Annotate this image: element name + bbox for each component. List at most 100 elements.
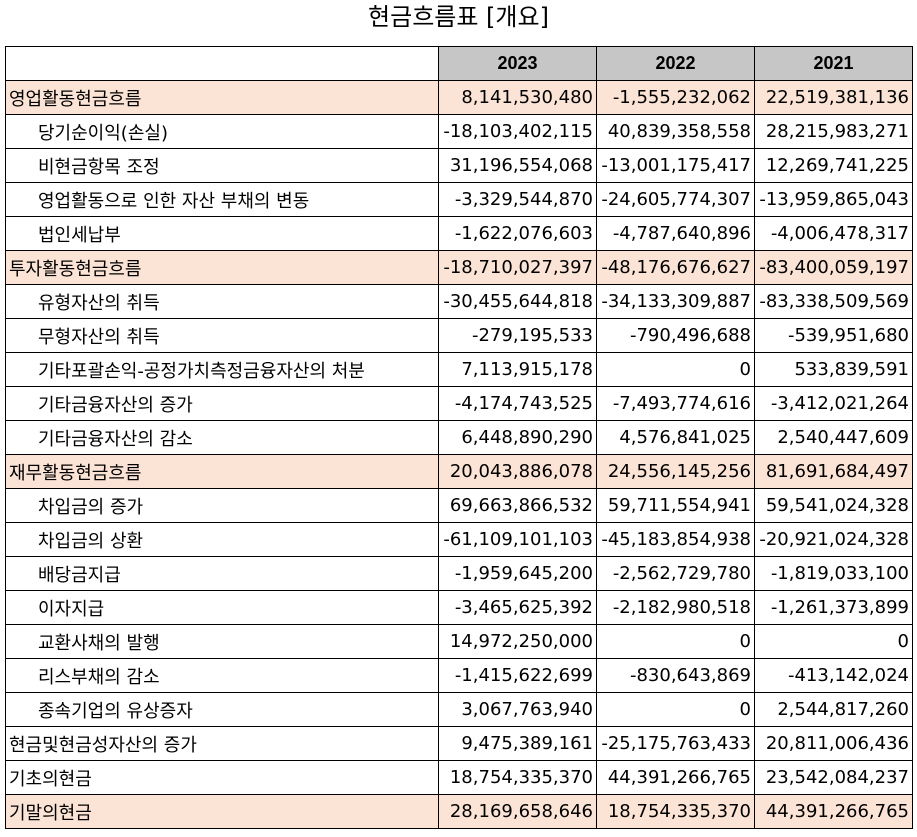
value-cell-2022: -34,133,309,887: [596, 284, 755, 319]
cash-flow-table: 2023 2022 2021 영업활동현금흐름 8,141,530,480 -1,5…: [5, 46, 913, 829]
table-row: 기타금융자산의 감소 6,448,890,290 4,576,841,025 2,54…: [5, 420, 913, 455]
value-cell-2021: 20,811,006,436: [754, 726, 913, 761]
value-cell-2021: -413,142,024: [754, 658, 913, 693]
value-cell-2022: -24,605,774,307: [596, 182, 755, 217]
row-label: 비현금항목 조정: [5, 148, 439, 183]
value-cell-2021: 2,544,817,260: [754, 692, 913, 727]
value-cell-2021: 2,540,447,609: [754, 420, 913, 455]
row-label: 유형자산의 취득: [5, 284, 439, 319]
table-row: 현금및현금성자산의 증가 9,475,389,161 -25,175,763,433…: [5, 726, 913, 761]
table-row: 배당금지급 -1,959,645,200 -2,562,729,780 -1,819,…: [5, 556, 913, 591]
value-cell-2021: -1,819,033,100: [754, 556, 913, 591]
value-cell-2021: -20,921,024,328: [754, 522, 913, 557]
value-cell-2022: -25,175,763,433: [596, 726, 755, 761]
table-row: 재무활동현금흐름 20,043,886,078 24,556,145,256 81,6…: [5, 454, 913, 489]
row-label: 영업활동으로 인한 자산 부채의 변동: [5, 182, 439, 217]
value-cell-2021: 0: [754, 624, 913, 659]
value-cell-2023: -3,465,625,392: [438, 590, 597, 625]
row-label: 기초의현금: [5, 760, 439, 795]
row-label: 영업활동현금흐름: [5, 80, 439, 115]
table-row: 기초의현금 18,754,335,370 44,391,266,765 23,542,…: [5, 760, 913, 795]
value-cell-2023: 28,169,658,646: [438, 794, 597, 829]
value-cell-2023: 3,067,763,940: [438, 692, 597, 727]
row-label: 기말의현금: [5, 794, 439, 829]
value-cell-2023: -1,959,645,200: [438, 556, 597, 591]
value-cell-2022: -830,643,869: [596, 658, 755, 693]
value-cell-2021: 81,691,684,497: [754, 454, 913, 489]
value-cell-2021: -1,261,373,899: [754, 590, 913, 625]
value-cell-2021: 22,519,381,136: [754, 80, 913, 115]
table-row: 유형자산의 취득 -30,455,644,818 -34,133,309,887 -8…: [5, 284, 913, 319]
row-label: 재무활동현금흐름: [5, 454, 439, 489]
row-label: 차입금의 증가: [5, 488, 439, 523]
value-cell-2023: -1,622,076,603: [438, 216, 597, 251]
value-cell-2022: -2,562,729,780: [596, 556, 755, 591]
row-label: 리스부채의 감소: [5, 658, 439, 693]
value-cell-2023: 31,196,554,068: [438, 148, 597, 183]
table-row: 차입금의 증가 69,663,866,532 59,711,554,941 59,54…: [5, 488, 913, 523]
row-label: 기타금융자산의 증가: [5, 386, 439, 421]
table-row: 투자활동현금흐름 -18,710,027,397 -48,176,676,627 -8…: [5, 250, 913, 285]
row-label: 종속기업의 유상증자: [5, 692, 439, 727]
value-cell-2022: -45,183,854,938: [596, 522, 755, 557]
value-cell-2022: -48,176,676,627: [596, 250, 755, 285]
header-row: 2023 2022 2021: [5, 46, 913, 81]
value-cell-2022: 0: [596, 352, 755, 387]
column-header-2021: 2021: [754, 46, 913, 81]
table-row: 교환사채의 발행 14,972,250,000 0 0: [5, 624, 913, 659]
value-cell-2022: 0: [596, 624, 755, 659]
value-cell-2023: 69,663,866,532: [438, 488, 597, 523]
table-row: 법인세납부 -1,622,076,603 -4,787,640,896 -4,006,…: [5, 216, 913, 251]
table-row: 영업활동으로 인한 자산 부채의 변동 -3,329,544,870 -24,605…: [5, 182, 913, 217]
value-cell-2023: 9,475,389,161: [438, 726, 597, 761]
row-label: 투자활동현금흐름: [5, 250, 439, 285]
row-label: 현금및현금성자산의 증가: [5, 726, 439, 761]
value-cell-2021: -3,412,021,264: [754, 386, 913, 421]
table-body: 영업활동현금흐름 8,141,530,480 -1,555,232,062 22,51…: [5, 80, 913, 829]
value-cell-2021: 44,391,266,765: [754, 794, 913, 829]
row-label: 기타금융자산의 감소: [5, 420, 439, 455]
value-cell-2023: -18,103,402,115: [438, 114, 597, 149]
value-cell-2022: -13,001,175,417: [596, 148, 755, 183]
value-cell-2022: 24,556,145,256: [596, 454, 755, 489]
table-row: 종속기업의 유상증자 3,067,763,940 0 2,544,817,260: [5, 692, 913, 727]
table-row: 무형자산의 취득 -279,195,533 -790,496,688 -539,951…: [5, 318, 913, 353]
header-blank-cell: [5, 46, 439, 81]
row-label: 배당금지급: [5, 556, 439, 591]
value-cell-2021: 12,269,741,225: [754, 148, 913, 183]
table-row: 비현금항목 조정 31,196,554,068 -13,001,175,417 12,…: [5, 148, 913, 183]
value-cell-2022: 59,711,554,941: [596, 488, 755, 523]
table-row: 영업활동현금흐름 8,141,530,480 -1,555,232,062 22,51…: [5, 80, 913, 115]
value-cell-2022: -1,555,232,062: [596, 80, 755, 115]
value-cell-2023: -1,415,622,699: [438, 658, 597, 693]
column-header-2023: 2023: [438, 46, 597, 81]
value-cell-2023: 14,972,250,000: [438, 624, 597, 659]
table-row: 이자지급 -3,465,625,392 -2,182,980,518 -1,261,3…: [5, 590, 913, 625]
value-cell-2022: 40,839,358,558: [596, 114, 755, 149]
value-cell-2023: 20,043,886,078: [438, 454, 597, 489]
value-cell-2021: -13,959,865,043: [754, 182, 913, 217]
value-cell-2021: 59,541,024,328: [754, 488, 913, 523]
value-cell-2023: -18,710,027,397: [438, 250, 597, 285]
table-row: 당기순이익(손실) -18,103,402,115 40,839,358,558 28…: [5, 114, 913, 149]
value-cell-2023: 7,113,915,178: [438, 352, 597, 387]
value-cell-2021: -83,400,059,197: [754, 250, 913, 285]
row-label: 당기순이익(손실): [5, 114, 439, 149]
value-cell-2021: 28,215,983,271: [754, 114, 913, 149]
value-cell-2021: 23,542,084,237: [754, 760, 913, 795]
value-cell-2023: -3,329,544,870: [438, 182, 597, 217]
column-header-2022: 2022: [596, 46, 755, 81]
table-row: 기타포괄손익-공정가치측정금융자산의 처분 7,113,915,178 0 533,8…: [5, 352, 913, 387]
value-cell-2021: 533,839,591: [754, 352, 913, 387]
row-label: 교환사채의 발행: [5, 624, 439, 659]
value-cell-2021: -83,338,509,569: [754, 284, 913, 319]
value-cell-2021: -4,006,478,317: [754, 216, 913, 251]
value-cell-2022: -4,787,640,896: [596, 216, 755, 251]
value-cell-2023: -4,174,743,525: [438, 386, 597, 421]
value-cell-2023: -279,195,533: [438, 318, 597, 353]
row-label: 이자지급: [5, 590, 439, 625]
value-cell-2023: 8,141,530,480: [438, 80, 597, 115]
value-cell-2023: -61,109,101,103: [438, 522, 597, 557]
value-cell-2023: 18,754,335,370: [438, 760, 597, 795]
row-label: 기타포괄손익-공정가치측정금융자산의 처분: [5, 352, 439, 387]
